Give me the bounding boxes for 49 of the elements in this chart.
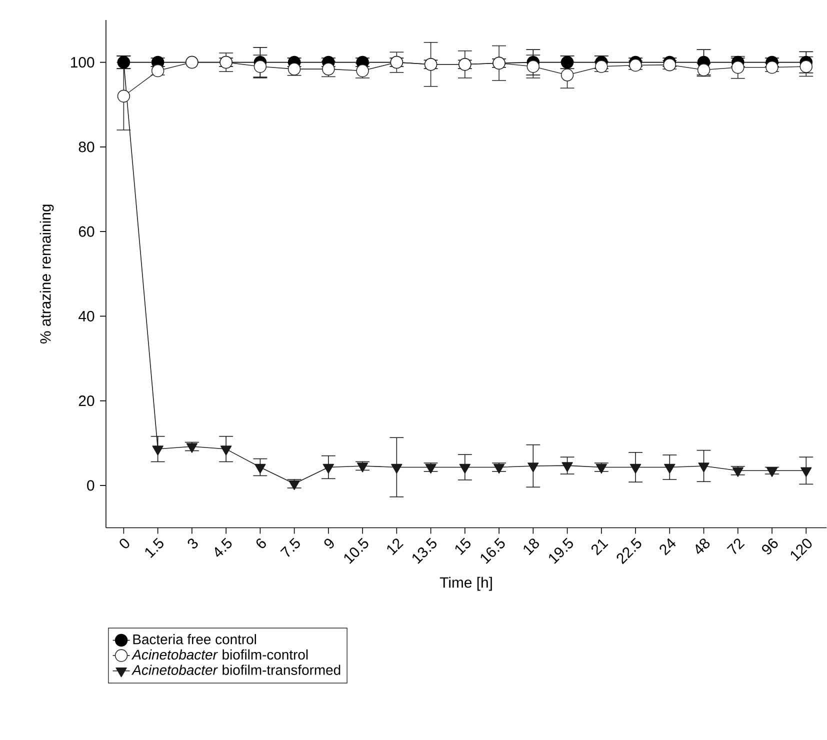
x-tick-label: 24 bbox=[660, 538, 676, 556]
x-tick-label: 96 bbox=[762, 538, 778, 555]
point bbox=[664, 464, 676, 474]
x-tick-label: 120 bbox=[790, 538, 812, 562]
point bbox=[459, 464, 470, 474]
y-tick-label: 60 bbox=[78, 226, 94, 238]
point bbox=[562, 462, 573, 472]
x-tick-label: 6 bbox=[256, 538, 266, 548]
point bbox=[322, 464, 334, 474]
y-tick-label: 100 bbox=[71, 57, 94, 68]
point bbox=[526, 60, 540, 74]
legend-label: Acinetobacter biofilm-transformed bbox=[132, 664, 340, 676]
x-tick-label: 48 bbox=[696, 538, 710, 554]
point bbox=[800, 60, 813, 74]
point bbox=[186, 443, 198, 454]
y-tick-label: 40 bbox=[78, 311, 94, 322]
x-tick-label: 4.5 bbox=[214, 538, 232, 558]
x-tick-label: 21 bbox=[591, 539, 608, 556]
point bbox=[630, 464, 642, 474]
x-tick-label: 0 bbox=[120, 538, 130, 548]
x-tick-label: 72 bbox=[726, 538, 745, 554]
point bbox=[732, 467, 744, 478]
point bbox=[698, 462, 710, 473]
point bbox=[356, 462, 368, 473]
point bbox=[560, 68, 574, 82]
point bbox=[117, 90, 130, 103]
x-tick-label: 9 bbox=[324, 538, 334, 549]
x-tick-label: 1.5 bbox=[145, 538, 164, 558]
point bbox=[732, 61, 744, 74]
y-tick-label: 80 bbox=[78, 142, 94, 152]
x-tick-label: 3 bbox=[188, 538, 198, 549]
x-tick-label: 7.5 bbox=[280, 538, 300, 558]
x-tick-label: 15 bbox=[455, 538, 470, 556]
x-tick-label: 12 bbox=[387, 538, 404, 556]
y-tick-label: 0 bbox=[87, 480, 94, 491]
point bbox=[391, 464, 402, 474]
point bbox=[254, 60, 267, 74]
point bbox=[220, 446, 232, 456]
x-axis-title: Time [h] bbox=[440, 577, 492, 591]
y-tick-label: 20 bbox=[78, 396, 94, 406]
legend-label: Bacteria free control bbox=[133, 634, 256, 644]
point bbox=[152, 446, 164, 456]
point bbox=[254, 464, 266, 474]
point bbox=[528, 462, 539, 473]
point bbox=[766, 467, 778, 478]
y-axis-title: % atrazine remaining bbox=[40, 204, 54, 344]
legend-label: Acinetobacter biofilm-control bbox=[132, 650, 308, 660]
x-tick-label: 18 bbox=[524, 538, 539, 556]
point bbox=[800, 467, 812, 478]
